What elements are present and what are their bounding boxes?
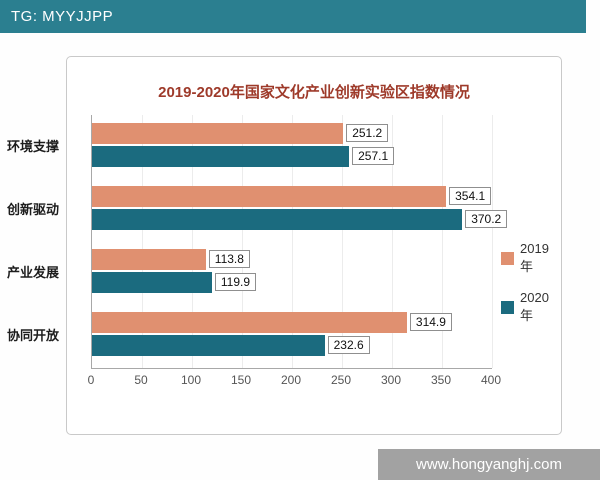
watermark-tg-label: TG: MYYJJPP: [11, 8, 114, 25]
value-label: 113.8: [208, 250, 250, 268]
x-tick-label: 100: [180, 373, 202, 387]
bar-2020年-协同开放: [92, 335, 325, 356]
bar-2019年-产业发展: [92, 249, 206, 270]
x-tick-label: 50: [134, 373, 148, 387]
value-label: 370.2: [465, 210, 508, 228]
category-label: 产业发展: [6, 265, 59, 280]
x-tick-label: 200: [280, 373, 302, 387]
bar-2019年-环境支撑: [92, 123, 344, 144]
value-label: 251.2: [346, 124, 389, 142]
plot-area: 251.2 257.1 354.1 370.2 113.8 119.9 314.9 232.6: [91, 115, 508, 369]
gridline: [392, 115, 393, 368]
chart-container: 2019-2020年国家文化产业创新实验区指数情况 251.2 257.1 354.…: [66, 56, 562, 435]
legend-label: 2020年: [520, 290, 549, 323]
legend: 2019年 2020年: [501, 241, 561, 324]
legend-item-2019年: 2019年: [501, 241, 561, 275]
value-label: 314.9: [409, 313, 452, 331]
x-tick-label: 350: [430, 373, 452, 387]
value-label: 119.9: [214, 273, 257, 291]
category-label: 创新驱动: [6, 202, 59, 217]
x-tick-label: 150: [230, 373, 252, 387]
watermark-bottombar: www.hongyanghj.com: [378, 449, 600, 480]
x-tick-label: 300: [380, 373, 402, 387]
legend-swatch: [501, 251, 514, 265]
bar-2020年-环境支撑: [92, 146, 350, 167]
x-axis-ticks: 0 50 100 150 200 250 300 350 400: [88, 373, 503, 389]
category-labels: 环境支撑创新驱动产业发展协同开放: [4, 114, 62, 367]
bar-2020年-创新驱动: [92, 209, 463, 230]
watermark-topbar: TG: MYYJJPP: [0, 0, 586, 33]
bar-2019年-协同开放: [92, 312, 407, 333]
legend-item-2020年: 2020年: [501, 290, 561, 324]
x-tick-label: 0: [87, 373, 95, 387]
gridline: [142, 115, 143, 368]
value-label: 232.6: [327, 336, 370, 354]
x-tick-label: 250: [330, 373, 352, 387]
watermark-url: www.hongyanghj.com: [416, 456, 562, 473]
gridline: [242, 115, 243, 368]
bar-2019年-创新驱动: [92, 186, 447, 207]
bar-2020年-产业发展: [92, 272, 212, 293]
gridline: [192, 115, 193, 368]
gridline: [492, 115, 493, 368]
gridline: [342, 115, 343, 368]
category-label: 协同开放: [6, 328, 59, 343]
gridline: [292, 115, 293, 368]
chart-title: 2019-2020年国家文化产业创新实验区指数情况: [158, 84, 470, 101]
legend-swatch: [501, 300, 514, 314]
value-label: 354.1: [449, 187, 492, 205]
x-tick-label: 400: [480, 373, 502, 387]
category-label: 环境支撑: [6, 139, 59, 154]
gridline: [442, 115, 443, 368]
legend-label: 2019年: [520, 241, 549, 274]
value-label: 257.1: [352, 147, 395, 165]
